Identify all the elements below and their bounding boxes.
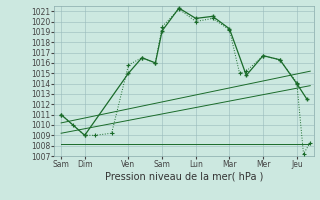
X-axis label: Pression niveau de la mer( hPa ): Pression niveau de la mer( hPa ) — [105, 172, 263, 182]
